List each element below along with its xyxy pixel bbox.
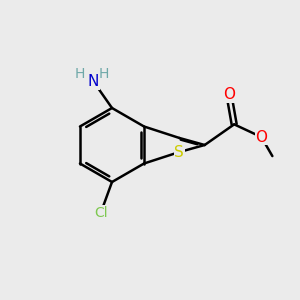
Text: Cl: Cl <box>94 206 107 220</box>
Text: H: H <box>98 67 109 81</box>
Text: H: H <box>74 67 85 81</box>
Text: S: S <box>174 145 184 160</box>
Text: O: O <box>223 87 235 102</box>
Text: N: N <box>88 74 99 89</box>
Text: O: O <box>255 130 267 145</box>
